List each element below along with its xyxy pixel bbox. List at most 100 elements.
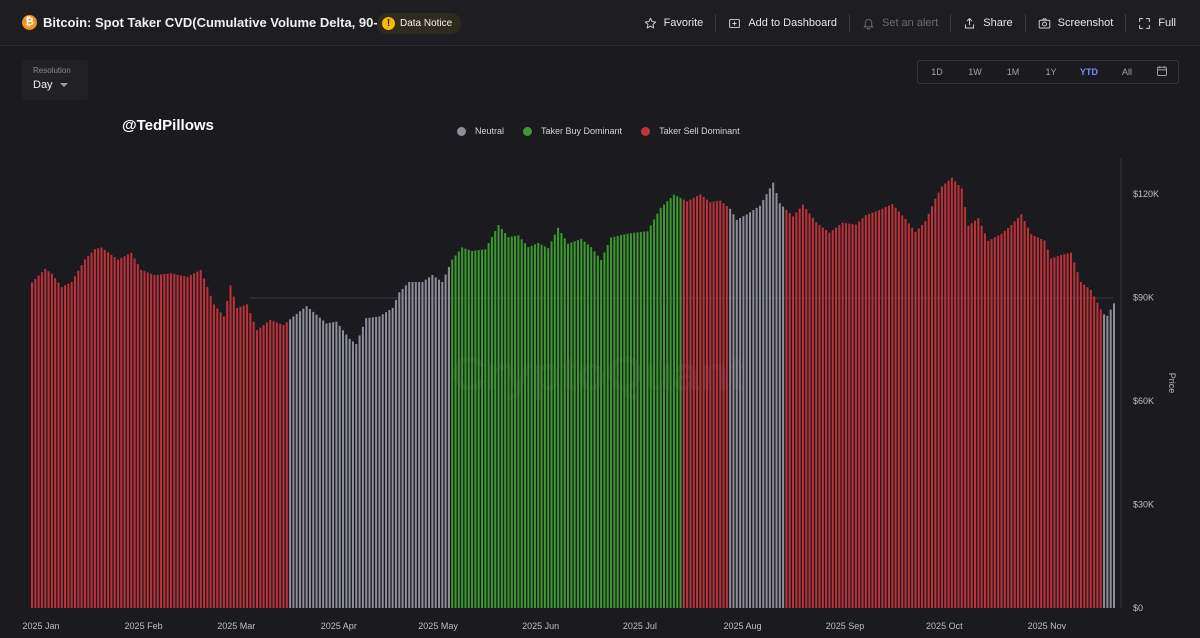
header-actions: Favorite Add to Dashboard Set an alert S… bbox=[632, 0, 1188, 46]
price-bar bbox=[50, 273, 53, 608]
y-tick-label: $0 bbox=[1133, 603, 1143, 613]
set-alert-button[interactable]: Set an alert bbox=[848, 14, 950, 32]
price-bar bbox=[428, 277, 431, 609]
price-bar bbox=[934, 198, 937, 608]
price-bar bbox=[530, 245, 533, 608]
price-bar bbox=[212, 304, 215, 608]
resolution-select[interactable]: Resolution Day bbox=[22, 60, 88, 100]
price-bar bbox=[484, 249, 487, 608]
price-bar bbox=[60, 287, 63, 608]
price-bar bbox=[732, 214, 735, 609]
price-bar bbox=[219, 312, 222, 608]
add-to-dashboard-button[interactable]: Add to Dashboard bbox=[715, 14, 849, 32]
price-bar bbox=[706, 199, 708, 608]
price-bar bbox=[987, 240, 990, 609]
price-bar bbox=[762, 199, 765, 608]
price-bar bbox=[643, 231, 646, 609]
data-notice-label: Data Notice bbox=[400, 18, 453, 29]
price-bar bbox=[117, 259, 120, 608]
cvd-chart: CryptoQuant$0$30K$60K$90K$120KPrice2025 … bbox=[22, 158, 1177, 631]
price-bar bbox=[497, 225, 500, 609]
price-bar bbox=[130, 252, 133, 608]
price-bar bbox=[265, 322, 268, 608]
price-bar bbox=[494, 231, 497, 608]
price-bar bbox=[868, 213, 871, 608]
price-bar bbox=[904, 219, 907, 608]
y-tick-label: $120K bbox=[1133, 189, 1159, 199]
price-bar bbox=[821, 227, 824, 608]
data-notice-button[interactable]: ! Data Notice bbox=[377, 13, 462, 34]
legend-dot-buy bbox=[523, 126, 533, 136]
price-bar bbox=[100, 247, 103, 608]
range-selector: 1D 1W 1M 1Y YTD All bbox=[917, 60, 1179, 84]
screenshot-button[interactable]: Screenshot bbox=[1024, 14, 1126, 32]
price-bar bbox=[169, 273, 172, 608]
price-bar bbox=[560, 233, 563, 608]
legend-item-sell[interactable]: Taker Sell Dominant bbox=[641, 126, 740, 136]
price-bar bbox=[897, 211, 900, 608]
price-bar bbox=[636, 232, 639, 608]
price-bar bbox=[944, 183, 947, 608]
price-bar bbox=[838, 225, 841, 608]
price-bar bbox=[514, 235, 517, 608]
price-bar bbox=[481, 249, 483, 608]
chevron-down-icon bbox=[59, 83, 68, 87]
range-1w-button[interactable]: 1W bbox=[968, 67, 982, 77]
range-all-button[interactable]: All bbox=[1121, 67, 1132, 77]
x-tick-label: 2025 Nov bbox=[1028, 621, 1067, 631]
fullscreen-button[interactable]: Full bbox=[1125, 14, 1188, 32]
price-bar bbox=[196, 271, 199, 609]
price-bar bbox=[739, 218, 742, 608]
price-bar bbox=[74, 276, 77, 608]
warning-icon: ! bbox=[382, 17, 395, 30]
price-bar bbox=[596, 255, 599, 608]
price-bar bbox=[550, 241, 553, 608]
price-bar bbox=[874, 211, 877, 609]
price-bar bbox=[140, 269, 143, 608]
price-bar bbox=[199, 269, 202, 608]
price-bar bbox=[143, 271, 146, 608]
price-bar bbox=[1010, 225, 1013, 609]
price-bar bbox=[368, 317, 371, 608]
price-bar bbox=[801, 204, 804, 608]
price-bar bbox=[348, 338, 351, 608]
camera-icon bbox=[1038, 17, 1051, 30]
price-bar bbox=[335, 321, 338, 608]
range-ytd-button[interactable]: YTD bbox=[1080, 67, 1098, 77]
header-bar: ₿ Bitcoin: Spot Taker CVD(Cumulative Vol… bbox=[0, 0, 1200, 46]
price-bar bbox=[854, 224, 857, 608]
price-bar bbox=[937, 192, 940, 608]
favorite-button[interactable]: Favorite bbox=[632, 14, 716, 32]
legend-item-neutral[interactable]: Neutral bbox=[457, 126, 504, 136]
price-bar bbox=[1060, 255, 1063, 608]
price-bar bbox=[338, 325, 341, 608]
price-bar bbox=[269, 319, 272, 608]
price-bar bbox=[160, 274, 163, 608]
price-bar bbox=[623, 234, 626, 608]
price-bar bbox=[527, 247, 530, 608]
price-bar bbox=[745, 214, 748, 609]
price-bar bbox=[1053, 257, 1056, 608]
legend-item-buy[interactable]: Taker Buy Dominant bbox=[523, 126, 622, 136]
price-bar bbox=[249, 313, 252, 608]
calendar-button[interactable] bbox=[1146, 65, 1178, 79]
range-1m-button[interactable]: 1M bbox=[1006, 67, 1020, 77]
favorite-label: Favorite bbox=[663, 17, 704, 29]
bitcoin-icon: ₿ bbox=[22, 15, 37, 30]
price-bar bbox=[252, 321, 255, 608]
price-bar bbox=[884, 207, 887, 609]
chart-title: Bitcoin: Spot Taker CVD(Cumulative Volum… bbox=[43, 15, 405, 30]
price-bar bbox=[940, 186, 943, 608]
price-bar bbox=[593, 251, 596, 608]
price-bar bbox=[752, 210, 755, 608]
price-bar bbox=[424, 279, 427, 608]
range-1d-button[interactable]: 1D bbox=[931, 67, 943, 77]
price-bar bbox=[1113, 303, 1115, 608]
price-bar bbox=[580, 238, 583, 608]
price-bar bbox=[123, 256, 126, 608]
range-1y-button[interactable]: 1Y bbox=[1045, 67, 1057, 77]
price-bar bbox=[70, 281, 73, 608]
price-bar bbox=[471, 250, 474, 609]
price-bar bbox=[97, 248, 100, 608]
share-button[interactable]: Share bbox=[950, 14, 1024, 32]
